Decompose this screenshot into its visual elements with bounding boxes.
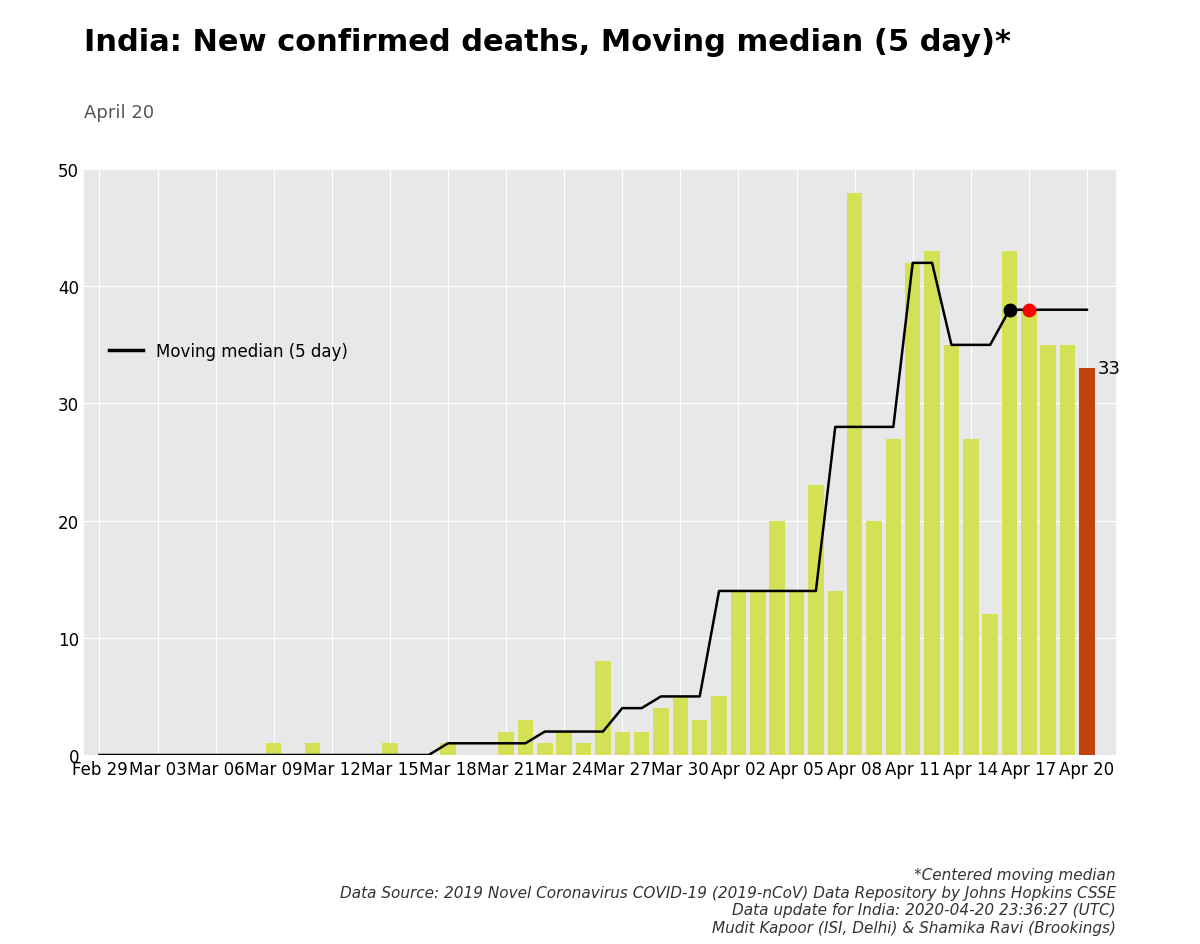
Bar [983,615,998,755]
Bar [673,697,688,755]
Bar [847,194,863,755]
Bar [924,252,940,755]
Bar [305,744,320,755]
Bar [557,732,572,755]
Bar [712,697,727,755]
Bar [828,591,842,755]
Bar [788,591,804,755]
Bar [692,720,708,755]
Bar [1002,252,1018,755]
Bar [595,662,611,755]
Bar [382,744,397,755]
Bar [808,486,823,755]
Bar [653,708,668,755]
Bar [1060,346,1075,755]
Legend: Moving median (5 day): Moving median (5 day) [103,336,354,367]
Bar [905,263,920,755]
Bar [634,732,649,755]
Bar [1040,346,1056,755]
Text: 33: 33 [1098,360,1121,378]
Bar [731,591,746,755]
Bar [1079,369,1094,755]
Bar [750,591,766,755]
Bar [866,521,882,755]
Text: *Centered moving median
Data Source: 2019 Novel Coronavirus COVID-19 (2019-nCoV): *Centered moving median Data Source: 201… [340,868,1116,935]
Text: India: New confirmed deaths, Moving median (5 day)*: India: New confirmed deaths, Moving medi… [84,28,1010,58]
Bar [538,744,552,755]
Bar [964,439,978,755]
Bar [943,346,959,755]
Bar [769,521,785,755]
Bar [614,732,630,755]
Bar [517,720,533,755]
Bar [576,744,592,755]
Bar [886,439,901,755]
Bar [1021,311,1037,755]
Bar [266,744,282,755]
Bar [440,744,456,755]
Bar [498,732,514,755]
Text: April 20: April 20 [84,104,154,122]
